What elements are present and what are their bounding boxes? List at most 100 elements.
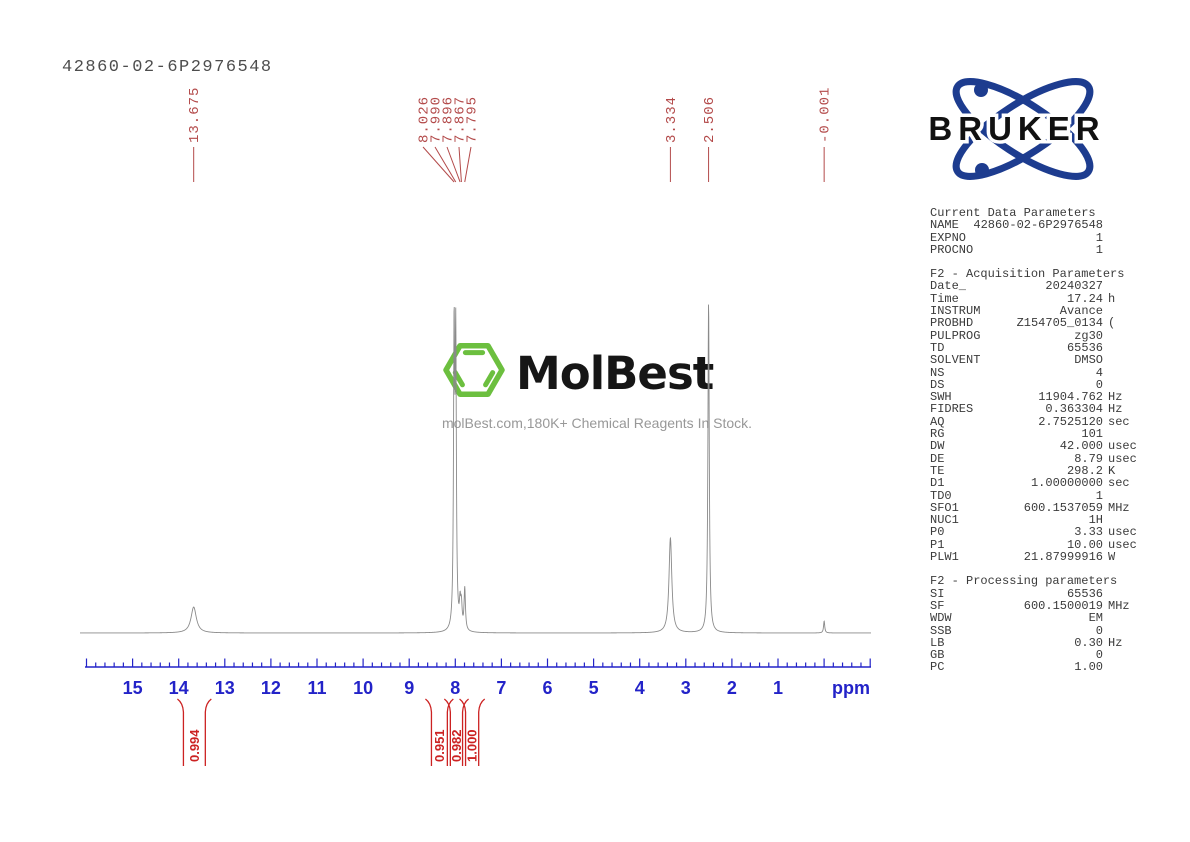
param-name: Date_ — [930, 279, 967, 294]
param-row: NUC1 1H — [930, 513, 1140, 528]
param-row: PROCNO 1 — [930, 242, 1140, 257]
param-row: SOLVENT DMSO — [930, 353, 1140, 368]
param-unit: W — [1108, 550, 1116, 565]
param-value: 1H — [1088, 513, 1103, 528]
param-row: TD0 1 — [930, 488, 1140, 503]
param-name: SFO1 — [930, 500, 959, 515]
param-unit: usec — [1108, 439, 1137, 454]
param-section-header: Current Data Parameters — [930, 206, 1096, 220]
param-name: NUC1 — [930, 513, 959, 528]
param-section: Current Data Parameters NAME 42860-02-6P29… — [930, 207, 1140, 256]
peak-label: 8.026 — [417, 96, 433, 143]
param-value: 0 — [1095, 648, 1103, 663]
param-name: P1 — [930, 537, 945, 552]
axis-tick-label: 15 — [123, 678, 143, 698]
param-name: SF — [930, 598, 945, 613]
bruker-logo: BRUKER — [918, 68, 1128, 195]
peak-label-line — [422, 146, 455, 183]
param-name: GB — [930, 648, 945, 663]
param-value: DMSO — [1074, 353, 1103, 368]
param-row: INSTRUM Avance — [930, 304, 1140, 319]
param-row: PROBHD Z154705_0134 ( — [930, 316, 1140, 331]
param-row: SWH 11904.762 Hz — [930, 390, 1140, 405]
param-value: 65536 — [1066, 340, 1103, 355]
param-unit — [1103, 612, 1140, 624]
param-value: Avance — [1059, 304, 1103, 319]
param-row: D1 1.00000000 sec — [930, 476, 1140, 491]
axis-tick-label: 3 — [681, 678, 691, 698]
param-name: PLW1 — [930, 550, 959, 565]
param-value: zg30 — [1074, 328, 1103, 343]
param-value: EM — [1088, 611, 1103, 626]
param-row: DE 8.79 usec — [930, 451, 1140, 466]
param-unit: K — [1108, 463, 1116, 478]
param-value: 2.7525120 — [1038, 414, 1103, 429]
param-unit — [1103, 490, 1140, 502]
param-unit — [1103, 625, 1140, 637]
param-value: 101 — [1081, 427, 1103, 442]
param-row: DW 42.000 usec — [930, 439, 1140, 454]
param-row: LB 0.30 Hz — [930, 636, 1140, 649]
param-name: EXPNO — [930, 230, 967, 245]
param-value: 11904.762 — [1038, 390, 1103, 405]
param-value: 20240327 — [1045, 279, 1103, 294]
axis-tick-label: 6 — [542, 678, 552, 698]
param-name: WDW — [930, 611, 952, 626]
param-unit: ( — [1108, 316, 1116, 331]
param-row: TD 65536 — [930, 340, 1140, 355]
molbest-brand-text: MolBest — [516, 346, 714, 400]
axis-tick-label: 12 — [261, 678, 281, 698]
param-value: 42.000 — [1059, 439, 1103, 454]
param-unit — [1103, 649, 1140, 661]
param-unit: sec — [1108, 476, 1130, 491]
param-section: F2 - Acquisition Parameters Date_ 20240327… — [930, 268, 1140, 563]
molbest-logo-row: MolBest — [441, 340, 753, 406]
param-row: PC 1.00 — [930, 661, 1140, 674]
integral-bracket-left — [177, 698, 185, 766]
param-unit: Hz — [1108, 402, 1123, 417]
axis-tick-label: 5 — [589, 678, 599, 698]
peak-label: 7.867 — [452, 96, 468, 143]
param-value: 8.79 — [1074, 451, 1103, 466]
param-name: TD0 — [930, 488, 952, 503]
param-name: FIDRES — [930, 402, 974, 417]
param-name: Time — [930, 291, 959, 306]
param-value: 1 — [1095, 242, 1103, 257]
param-name: DE — [930, 451, 945, 466]
param-name: NS — [930, 365, 945, 380]
param-unit: h — [1108, 291, 1116, 306]
param-name: P0 — [930, 525, 945, 540]
param-unit: usec — [1108, 525, 1137, 540]
param-name: RG — [930, 427, 945, 442]
param-row: GB 0 — [930, 648, 1140, 663]
peak-label: 2.506 — [702, 96, 718, 143]
axis-tick-label: 2 — [727, 678, 737, 698]
param-unit: MHz — [1108, 500, 1130, 515]
param-value: 21.87999916 — [1023, 550, 1103, 565]
param-row: SI 65536 — [930, 587, 1140, 600]
molbest-tagline: molBest.com,180K+ Chemical Reagents In S… — [441, 415, 753, 431]
peak-label: 13.675 — [187, 87, 203, 143]
param-unit: usec — [1108, 451, 1137, 466]
param-unit: Hz — [1108, 390, 1123, 405]
param-unit — [1103, 280, 1140, 292]
peak-label-line — [434, 146, 457, 183]
integral-bracket-left — [459, 698, 467, 766]
parameters-panel: Current Data Parameters NAME 42860-02-6P29… — [930, 207, 1140, 674]
axis-tick-label: 1 — [773, 678, 783, 698]
axis-unit-label: ppm — [832, 678, 870, 698]
param-unit — [1103, 232, 1140, 244]
param-name: TD — [930, 340, 945, 355]
param-name: PROBHD — [930, 316, 974, 331]
param-section: F2 - Processing parameters SI 65536 SF 600.1… — [930, 575, 1140, 674]
param-unit — [1103, 244, 1140, 256]
param-value: 600.1500019 — [1023, 598, 1103, 613]
param-row: FIDRES 0.363304 Hz — [930, 402, 1140, 417]
param-name: SWH — [930, 390, 952, 405]
param-value: 10.00 — [1066, 537, 1103, 552]
param-row: NAME 42860-02-6P2976548 — [930, 219, 1140, 232]
param-name: PROCNO — [930, 242, 974, 257]
peak-label: 7.795 — [464, 96, 480, 143]
integral-bracket-right — [461, 698, 469, 766]
